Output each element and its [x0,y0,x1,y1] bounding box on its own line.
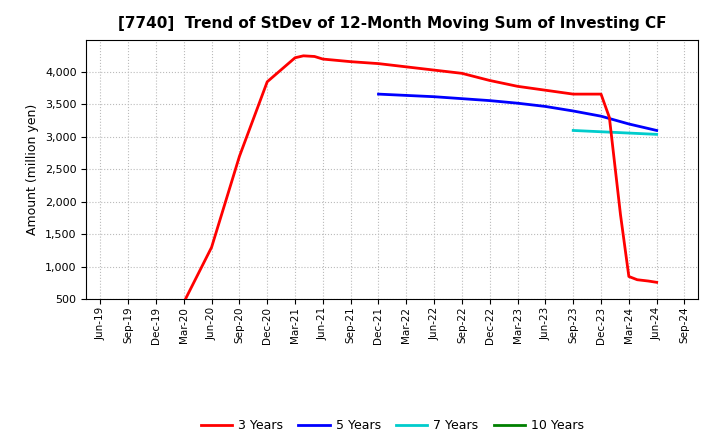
3 Years [207,245,216,250]
5 Years [374,92,383,97]
7 Years [624,130,633,136]
5 Years [430,94,438,99]
Line: 3 Years: 3 Years [156,56,657,311]
3 Years [624,274,633,279]
7 Years [597,129,606,134]
Line: 5 Years: 5 Years [379,94,657,130]
Line: 7 Years: 7 Years [573,130,657,134]
3 Years [402,64,410,70]
5 Years [597,114,606,119]
3 Years [310,54,319,59]
7 Years [652,132,661,137]
Legend: 3 Years, 5 Years, 7 Years, 10 Years: 3 Years, 5 Years, 7 Years, 10 Years [196,414,589,437]
3 Years [652,280,661,285]
3 Years [346,59,355,64]
3 Years [485,78,494,83]
3 Years [597,92,606,97]
Y-axis label: Amount (million yen): Amount (million yen) [27,104,40,235]
5 Years [458,96,467,101]
3 Years [644,279,652,284]
5 Years [513,101,522,106]
3 Years [318,56,327,62]
7 Years [569,128,577,133]
3 Years [430,67,438,73]
3 Years [263,79,271,84]
3 Years [616,212,625,217]
5 Years [541,104,550,109]
3 Years [541,88,550,93]
3 Years [458,71,467,76]
5 Years [402,93,410,98]
3 Years [235,154,243,159]
3 Years [633,277,642,282]
3 Years [152,308,161,314]
5 Years [569,108,577,114]
5 Years [624,121,633,127]
3 Years [605,115,613,120]
3 Years [179,300,188,305]
3 Years [513,84,522,89]
3 Years [374,61,383,66]
5 Years [485,98,494,103]
5 Years [652,128,661,133]
3 Years [291,55,300,60]
3 Years [299,53,307,59]
Title: [7740]  Trend of StDev of 12-Month Moving Sum of Investing CF: [7740] Trend of StDev of 12-Month Moving… [118,16,667,32]
3 Years [569,92,577,97]
